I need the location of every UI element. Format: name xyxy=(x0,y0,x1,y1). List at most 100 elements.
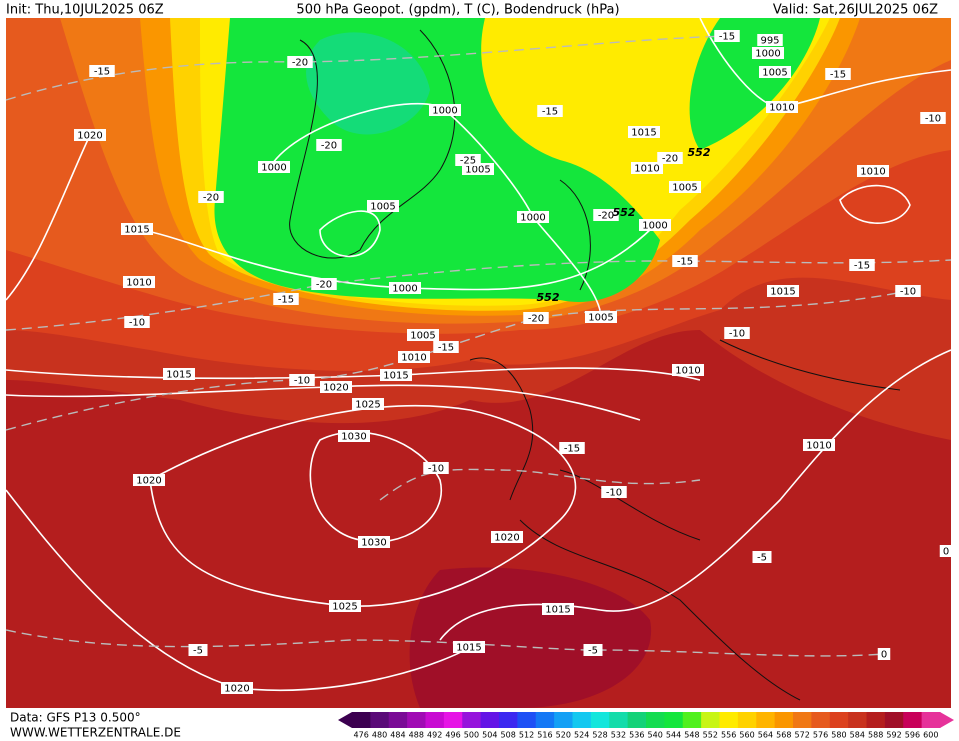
temperature-label: -20 xyxy=(662,154,678,165)
temperature-label: -5 xyxy=(757,553,767,564)
pressure-label: 1000 xyxy=(261,163,286,174)
legend-swatch xyxy=(535,712,555,728)
pressure-label: 1000 xyxy=(432,106,457,117)
temperature-label: -5 xyxy=(588,646,598,657)
pressure-label-box xyxy=(389,282,421,294)
pressure-label: 1010 xyxy=(675,366,700,377)
pressure-label: 1020 xyxy=(136,476,161,487)
warm-core xyxy=(409,567,652,708)
map-labels: 1020 1015 1010 1000 1005 1000 1005 1000 1000 995 1… xyxy=(74,30,953,695)
geopotential-label: 552 xyxy=(688,146,711,159)
pressure-label-box xyxy=(338,430,370,442)
temperature-label-box xyxy=(657,152,683,164)
temperature-label: -10 xyxy=(900,287,916,298)
pressure-label: 1005 xyxy=(672,183,697,194)
pressure-label-box xyxy=(752,47,784,59)
temperature-label-box xyxy=(124,316,150,328)
pressure-label-box xyxy=(329,600,361,612)
legend-level: 564 xyxy=(758,731,773,740)
pressure-label-box xyxy=(672,364,704,376)
pressure-label-box xyxy=(163,368,195,380)
temperature-label-box xyxy=(849,259,875,271)
pressure-label-box xyxy=(628,126,660,138)
legend-swatch xyxy=(425,712,445,728)
legend-level: 496 xyxy=(445,731,460,740)
low-geopotential xyxy=(689,18,820,150)
pressure-label: 1005 xyxy=(370,202,395,213)
temperature-label-box xyxy=(311,278,337,290)
legend-level: 516 xyxy=(537,731,552,740)
temperature-label: -5 xyxy=(193,646,203,657)
temperature-label-box xyxy=(537,105,563,117)
map xyxy=(5,17,952,708)
legend-swatch xyxy=(462,712,482,728)
pressure-label-box xyxy=(407,329,439,341)
legend-swatch xyxy=(517,712,537,728)
map-title: 500 hPa Geopot. (gpdm), T (C), Bodendruc… xyxy=(296,3,619,18)
pressure-label: 1010 xyxy=(769,103,794,114)
temperature-label-box xyxy=(895,285,921,297)
pressure-label: 1005 xyxy=(588,313,613,324)
pressure-label-box xyxy=(367,200,399,212)
pressure-label-box xyxy=(133,474,165,486)
temperature-label-box xyxy=(316,139,342,151)
legend-swatch xyxy=(811,712,831,728)
pressure-label-box xyxy=(352,398,384,410)
temperature-label: -10 xyxy=(428,464,444,475)
pressure-label: 1020 xyxy=(494,533,519,544)
pressure-label: 1015 xyxy=(545,605,570,616)
legend-level: 480 xyxy=(372,731,387,740)
pressure-label: 995 xyxy=(760,36,779,47)
temperature-label: -15 xyxy=(564,444,580,455)
pressure-label: 1025 xyxy=(332,602,357,613)
pressure-label-box xyxy=(759,66,791,78)
legend-arrow-right xyxy=(940,712,954,728)
legend-swatch xyxy=(370,712,390,728)
legend-swatch xyxy=(719,712,739,728)
legend-swatch xyxy=(903,712,923,728)
legend-level: 548 xyxy=(684,731,699,740)
legend-swatch xyxy=(701,712,720,728)
temperature-label-box xyxy=(714,30,740,42)
pressure-label-box xyxy=(358,536,390,548)
pressure-label-box xyxy=(123,276,155,288)
pressure-label: 1010 xyxy=(806,441,831,452)
temperature-label: -15 xyxy=(677,257,693,268)
legend-swatch xyxy=(884,712,904,728)
legend-level: 592 xyxy=(886,731,901,740)
temperature-label-box xyxy=(89,65,115,77)
legend-level: 596 xyxy=(905,731,920,740)
legend-arrow-left xyxy=(338,712,352,728)
legend-level: 488 xyxy=(409,731,424,740)
pressure-label: 1020 xyxy=(77,131,102,142)
temperature-label-box xyxy=(672,255,698,267)
legend-level: 572 xyxy=(795,731,810,740)
legend-swatch xyxy=(829,712,849,728)
temperature-label-box xyxy=(289,374,315,386)
temperature-label-box xyxy=(455,154,481,166)
legend-level: 476 xyxy=(354,731,369,740)
pressure-label-box xyxy=(398,351,430,363)
legend-swatch xyxy=(407,712,426,728)
temperature-label: -15 xyxy=(438,343,454,354)
pressure-label-box xyxy=(639,219,671,231)
legend-swatch xyxy=(921,712,941,728)
pressure-label: 1010 xyxy=(401,353,426,364)
pressure-label-box xyxy=(857,165,889,177)
temperature-label-box xyxy=(559,442,585,454)
pressure-label-box xyxy=(542,603,574,615)
pressure-label: 1015 xyxy=(383,371,408,382)
pressure-label: 1025 xyxy=(355,400,380,411)
temperature-label-box xyxy=(939,545,953,557)
pressure-label-box xyxy=(491,531,523,543)
pressure-label: 1015 xyxy=(166,370,191,381)
temperature-label-box xyxy=(752,551,772,563)
legend-swatch xyxy=(793,712,812,728)
legend-swatch xyxy=(480,712,500,728)
pressure-label-box xyxy=(320,381,352,393)
pressure-label-box xyxy=(258,161,290,173)
temperature-label: -10 xyxy=(606,488,622,499)
data-source: Data: GFS P13 0.500° xyxy=(10,711,141,725)
legend-level: 520 xyxy=(556,731,571,740)
legend-swatch xyxy=(443,712,463,728)
